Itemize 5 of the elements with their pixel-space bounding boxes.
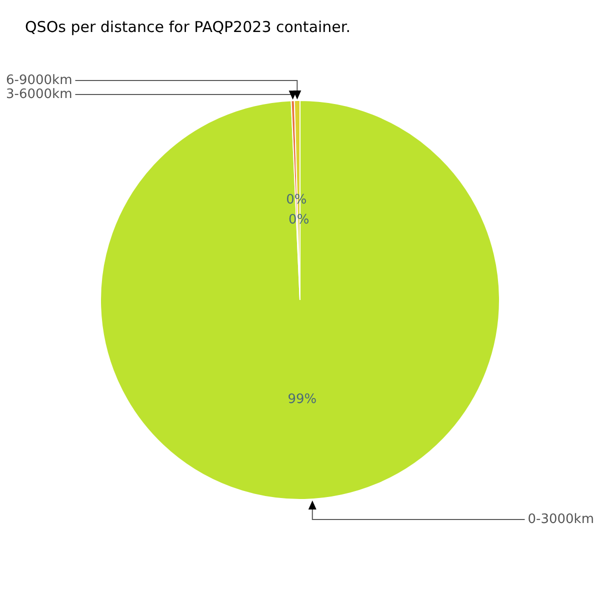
chart-title: QSOs per distance for PAQP2023 container. xyxy=(25,18,350,36)
slice-label: 6-9000km xyxy=(6,72,72,88)
data-label: 99% xyxy=(288,392,317,408)
slice-label: 3-6000km xyxy=(6,86,72,102)
slice-label: 0-3000km xyxy=(528,512,594,527)
